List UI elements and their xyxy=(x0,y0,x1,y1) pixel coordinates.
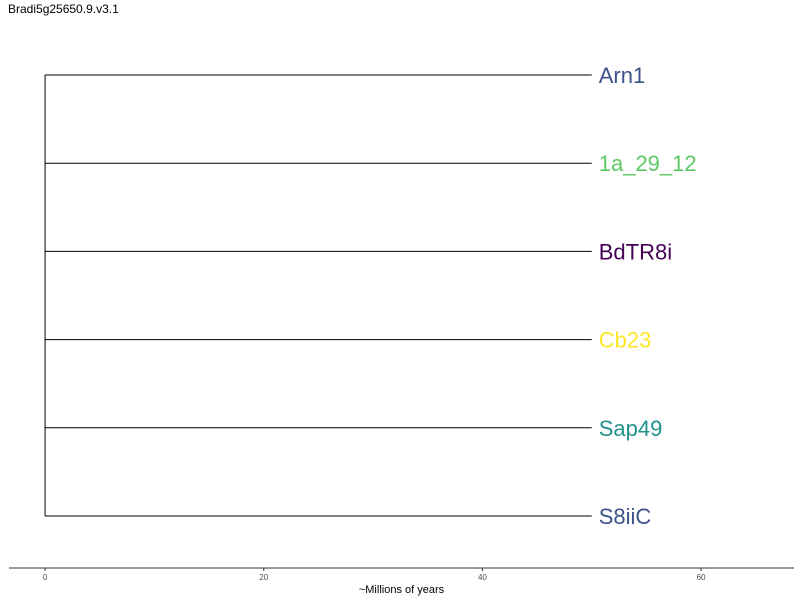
tip-label: 1a_29_12 xyxy=(599,151,697,176)
tip-label: Cb23 xyxy=(599,328,652,353)
axis-tick-label: 60 xyxy=(697,573,706,582)
axis-tick-label: 40 xyxy=(478,573,487,582)
tip-label: Sap49 xyxy=(599,416,663,441)
tip-label: Arn1 xyxy=(599,63,645,88)
tip-label: S8iiC xyxy=(599,504,652,529)
tree-branches xyxy=(44,74,592,517)
tree-title: Bradi5g25650.9.v3.1 xyxy=(8,2,119,16)
axis-ticks: 0 20 40 60 xyxy=(43,568,706,582)
axis-tick-label: 20 xyxy=(259,573,268,582)
axis-tick-label: 0 xyxy=(43,573,48,582)
time-axis: 0 20 40 60 ~Millions of years xyxy=(9,567,794,596)
tip-label: BdTR8i xyxy=(599,239,672,264)
axis-title: ~Millions of years xyxy=(359,584,445,596)
tip-labels: Arn1 1a_29_12 BdTR8i Cb23 Sap49 S8iiC xyxy=(599,63,697,529)
